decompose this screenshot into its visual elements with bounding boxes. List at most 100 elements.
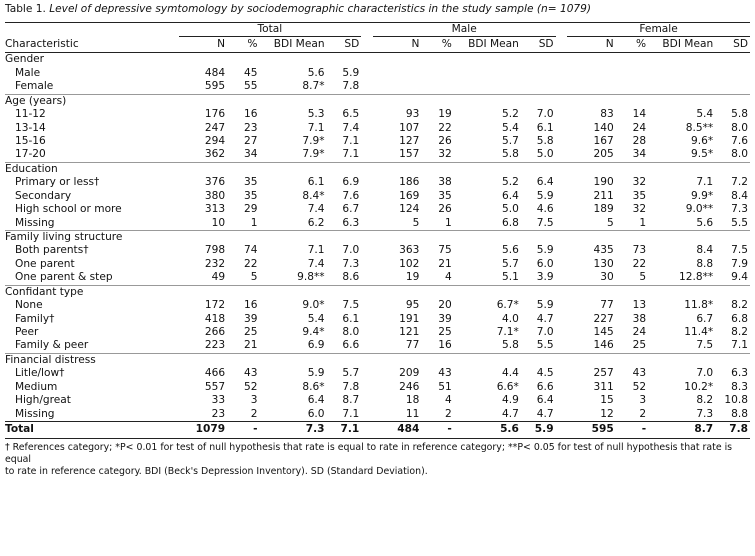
footnote-line-2: to rate in reference category. BDI (Beck…	[5, 465, 428, 477]
cell-male: 5.9	[536, 244, 554, 257]
cell-total: 8.0	[342, 326, 360, 338]
cell-male: 5.6	[501, 244, 519, 257]
cell-male: 4.7	[536, 312, 554, 325]
cell-male: 4.5	[536, 367, 554, 380]
cell-female: 130	[593, 257, 614, 270]
table-title-text: Level of depressive symtomology by socio…	[49, 3, 592, 15]
col-bdi: BDI Mean	[259, 36, 327, 54]
table-row: Medium 557 52 8.6* 7.8 246 51 6.6* 6.6 311 52 10.2*…	[5, 381, 750, 394]
cell-total: 7.8	[342, 80, 360, 93]
table-row: 11-12 176 16 5.3 6.5 93 19 5.2 7.0 83 14 5.4 5.8	[5, 108, 750, 121]
cell-total: 74	[243, 244, 258, 257]
cell-female	[616, 80, 648, 94]
section-title: Financial distress	[5, 352, 750, 368]
cell-female: 140	[593, 121, 614, 134]
cell-female: 12.8**	[678, 271, 714, 284]
cell-total: 5.9	[342, 66, 360, 79]
cell-male: 5.9	[520, 420, 556, 439]
cell-female: 167	[593, 135, 614, 148]
table-row: Female 595 55 8.7* 7.8	[5, 80, 750, 94]
section-title: Gender	[5, 53, 45, 66]
cell-female: 9.4	[731, 271, 748, 284]
cell-total: 380	[204, 189, 226, 202]
col-bdi: BDI Mean	[453, 36, 521, 54]
cell-female: 8.4	[731, 189, 748, 202]
cell-female: 8.4	[696, 244, 714, 257]
cell-total: 6.1	[342, 312, 360, 325]
section-title: Education	[5, 161, 750, 177]
cell-female: 5	[639, 271, 647, 284]
cell-female: 52	[632, 380, 647, 393]
cell-female: 10.8	[724, 394, 748, 407]
cell-male	[421, 67, 453, 80]
cell-male: 26	[438, 135, 452, 148]
cell-total: 55	[243, 80, 258, 93]
row-label: Female	[15, 80, 54, 93]
cell-male: 95	[405, 299, 420, 312]
cell-female: 12	[600, 407, 614, 420]
cell-male: 484	[372, 420, 422, 439]
cell-total: 33	[211, 394, 226, 407]
cell-total: 266	[204, 326, 226, 338]
cell-total: 7.1	[342, 148, 360, 161]
cell-total: 7.4	[307, 257, 325, 270]
row-label: 11-12	[15, 108, 46, 121]
cell-total: 27	[243, 135, 258, 148]
table-row: Family & peer 223 21 6.9 6.6 77 16 5.8 5.5 146 25 7…	[5, 339, 750, 353]
section-header-row: Financial distress	[5, 352, 750, 368]
cell-total: 7.9*	[302, 135, 325, 148]
cell-male	[373, 80, 422, 94]
group-female: Female	[567, 21, 750, 38]
col-sd: SD	[326, 36, 362, 54]
group-total: Total	[178, 21, 362, 38]
cell-female: 8.8	[696, 257, 714, 270]
cell-total: 595	[204, 80, 226, 93]
row-label: 13-14	[15, 121, 46, 134]
cell-male: 4	[445, 271, 452, 284]
cell-male: 191	[399, 312, 420, 325]
cell-total: 25	[243, 326, 258, 338]
cell-total: 376	[204, 176, 226, 189]
cell-female	[567, 67, 616, 80]
cell-male: 4.9	[501, 394, 519, 407]
cell-total: 6.4	[307, 394, 325, 407]
cell-female: 5.6	[696, 216, 714, 229]
cell-female: 227	[593, 312, 614, 325]
cell-total: 23	[243, 121, 258, 134]
cell-male: 7.0	[536, 326, 554, 338]
cell-female: 15	[600, 394, 614, 407]
cell-total: 16	[243, 299, 258, 312]
cell-total: 49	[211, 271, 226, 284]
cell-total: 5.9	[307, 367, 325, 380]
cell-total: 7.3	[342, 257, 360, 270]
table-title: Table 1. Level of depressive symtomology…	[5, 3, 750, 15]
cell-male: 5.7	[501, 257, 519, 270]
cell-total: 29	[243, 203, 258, 216]
cell-female	[616, 67, 648, 80]
cell-female: 9.6*	[691, 135, 714, 148]
row-label: Family†	[15, 312, 55, 325]
cell-total: 45	[243, 66, 258, 79]
cell-male: 6.4	[536, 176, 554, 189]
cell-male: 5.4	[501, 121, 519, 134]
section-header-row: Education	[5, 161, 750, 177]
cell-male: 127	[399, 135, 420, 148]
cell-male: 18	[405, 394, 420, 407]
cell-female	[648, 80, 715, 94]
cell-total: 247	[204, 121, 226, 134]
cell-male: 6.6	[536, 380, 554, 393]
row-label: Both parents†	[15, 244, 89, 257]
cell-female: 435	[593, 244, 614, 257]
row-label: Medium	[15, 380, 58, 393]
cell-total: 557	[204, 380, 226, 393]
cell-female: 9.5*	[691, 148, 714, 161]
cell-female: 7.1	[731, 339, 748, 352]
cell-total: 176	[204, 108, 226, 121]
data-table: Total Male Female Characteristic N % BDI…	[5, 21, 750, 439]
cell-total: 35	[243, 176, 258, 189]
row-label: Secondary	[15, 189, 72, 202]
cell-male: 6.6*	[496, 380, 519, 393]
cell-total: 6.3	[342, 216, 360, 229]
cell-female: 8.0	[731, 148, 748, 161]
row-label: None	[15, 299, 43, 312]
